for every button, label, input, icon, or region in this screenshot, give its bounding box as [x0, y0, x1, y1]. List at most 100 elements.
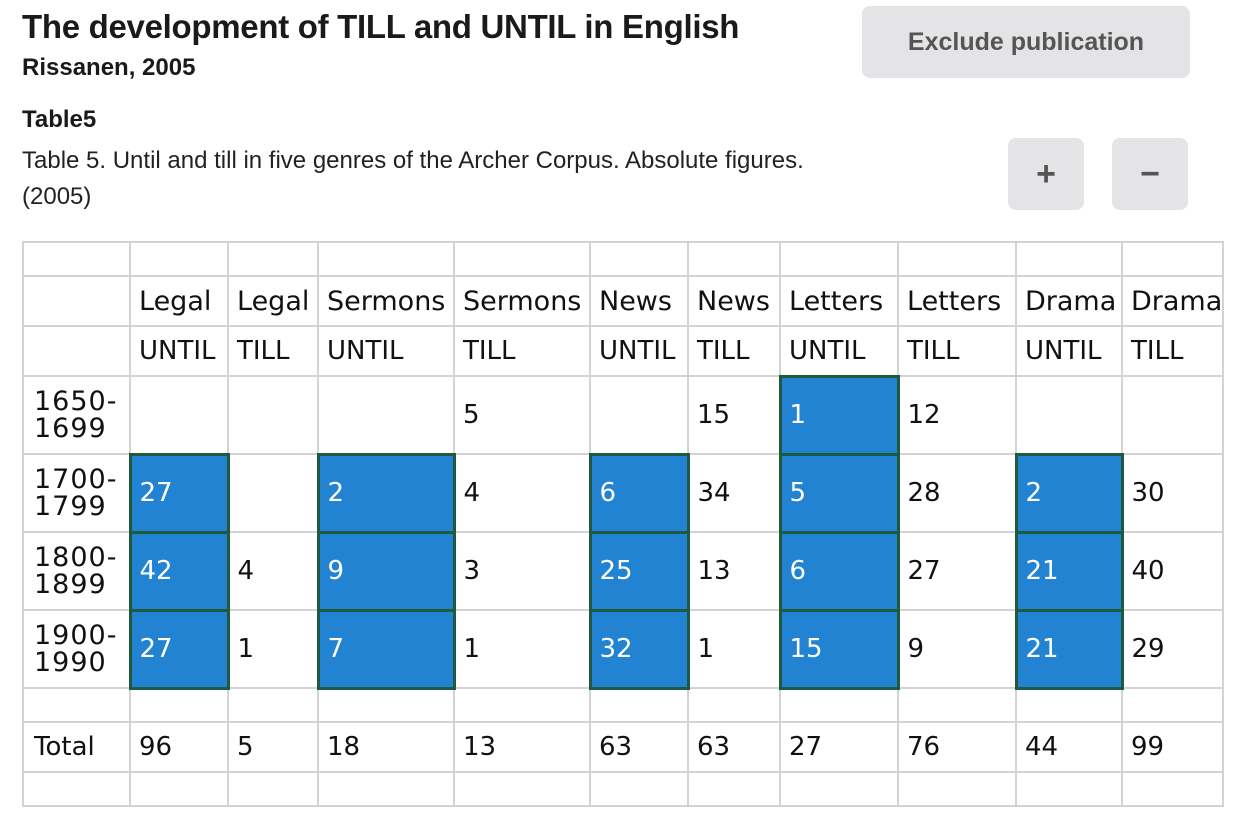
form-header: TILL — [227, 325, 319, 377]
table-cell — [589, 771, 689, 807]
table-row: 1700- 1799 27 2 4 6 34 5 28 2 30 — [22, 452, 1225, 534]
table-cell — [129, 687, 229, 723]
form-header: UNTIL — [1015, 325, 1123, 377]
table-cell — [453, 687, 591, 723]
total-cell: 76 — [897, 721, 1017, 773]
table-cell — [779, 241, 899, 277]
highlighted-cell: 7 — [316, 608, 456, 690]
table-cell — [897, 241, 1017, 277]
highlighted-cell: 2 — [316, 452, 456, 534]
data-cell — [227, 375, 319, 455]
total-cell: 18 — [317, 721, 455, 773]
form-header: TILL — [687, 325, 781, 377]
table-cell — [22, 325, 131, 377]
genre-header: Letters — [897, 275, 1017, 327]
highlighted-cell: 2 — [1014, 452, 1124, 534]
data-cell: 27 — [897, 531, 1017, 611]
total-cell: 99 — [1120, 721, 1225, 773]
page-title: The development of TILL and UNTIL in Eng… — [22, 8, 740, 45]
genre-header: Sermons — [317, 275, 455, 327]
period-label: 1700- 1799 — [22, 453, 131, 533]
table-row: 1800- 1899 42 4 9 3 25 13 6 27 21 40 — [22, 530, 1225, 612]
data-cell: 4 — [453, 453, 591, 533]
data-cell: 34 — [687, 453, 781, 533]
table-heading: Table5 — [22, 106, 97, 133]
table-spacer-row — [22, 241, 1225, 277]
total-cell: 44 — [1015, 721, 1123, 773]
table-cell — [227, 687, 319, 723]
data-cell — [1015, 375, 1123, 455]
table-cell — [589, 241, 689, 277]
highlighted-cell: 25 — [588, 530, 690, 612]
highlighted-cell: 5 — [778, 452, 900, 534]
form-header-row: UNTIL TILL UNTIL TILL UNTIL TILL UNTIL T… — [22, 325, 1225, 377]
zoom-out-button[interactable]: − — [1112, 138, 1188, 210]
highlighted-cell: 6 — [588, 452, 690, 534]
period-label: 1650- 1699 — [22, 375, 131, 455]
highlighted-cell: 21 — [1014, 608, 1124, 690]
table-cell — [129, 771, 229, 807]
total-cell: 63 — [589, 721, 689, 773]
period-start: 1700- — [34, 464, 118, 495]
table-cell — [129, 241, 229, 277]
genre-header: Letters — [779, 275, 899, 327]
table-cell — [687, 687, 781, 723]
table-cell — [1015, 771, 1123, 807]
highlighted-cell: 27 — [128, 608, 230, 690]
data-cell — [227, 453, 319, 533]
genre-header: Legal — [129, 275, 229, 327]
table-cell — [687, 241, 781, 277]
highlighted-cell: 32 — [588, 608, 690, 690]
table-cell — [897, 687, 1017, 723]
period-start: 1900- — [34, 620, 118, 651]
data-cell: 1 — [227, 609, 319, 689]
total-label: Total — [22, 721, 131, 773]
form-header: UNTIL — [317, 325, 455, 377]
table-cell — [453, 771, 591, 807]
data-cell: 4 — [227, 531, 319, 611]
period-start: 1650- — [34, 386, 118, 417]
table-cell — [227, 241, 319, 277]
period-end: 1699 — [34, 413, 107, 444]
table-row: 1650- 1699 5 15 1 12 — [22, 374, 1225, 456]
table-cell — [779, 771, 899, 807]
data-cell: 9 — [897, 609, 1017, 689]
period-start: 1800- — [34, 542, 118, 573]
table-cell — [779, 687, 899, 723]
genre-header: Legal — [227, 275, 319, 327]
table-cell — [317, 771, 455, 807]
genre-header: Sermons — [453, 275, 591, 327]
form-header: UNTIL — [129, 325, 229, 377]
period-end: 1990 — [34, 647, 107, 678]
data-cell: 1 — [453, 609, 591, 689]
highlighted-cell: 1 — [778, 374, 900, 456]
highlighted-cell: 9 — [316, 530, 456, 612]
total-cell: 96 — [129, 721, 229, 773]
data-cell: 40 — [1120, 531, 1225, 611]
total-cell: 5 — [227, 721, 319, 773]
data-cell — [1120, 375, 1225, 455]
table-cell — [227, 771, 319, 807]
highlighted-cell: 42 — [128, 530, 230, 612]
data-table: Legal Legal Sermons Sermons News News Le… — [22, 241, 1225, 807]
exclude-publication-button[interactable]: Exclude publication — [862, 6, 1190, 78]
data-cell — [589, 375, 689, 455]
data-cell: 1 — [687, 609, 781, 689]
table-cell — [22, 687, 131, 723]
period-label: 1900- 1990 — [22, 609, 131, 689]
data-cell — [317, 375, 455, 455]
table-spacer-row — [22, 771, 1225, 807]
table-cell — [1120, 687, 1225, 723]
table-cell — [1120, 241, 1225, 277]
data-cell: 30 — [1120, 453, 1225, 533]
table-cell — [22, 275, 131, 327]
highlighted-cell: 27 — [128, 452, 230, 534]
zoom-in-button[interactable]: + — [1008, 138, 1084, 210]
genre-header-row: Legal Legal Sermons Sermons News News Le… — [22, 275, 1225, 327]
data-cell: 15 — [687, 375, 781, 455]
highlighted-cell: 15 — [778, 608, 900, 690]
period-end: 1899 — [34, 569, 107, 600]
period-label: 1800- 1899 — [22, 531, 131, 611]
data-cell: 13 — [687, 531, 781, 611]
table-row: 1900- 1990 27 1 7 1 32 1 15 9 21 29 — [22, 608, 1225, 690]
